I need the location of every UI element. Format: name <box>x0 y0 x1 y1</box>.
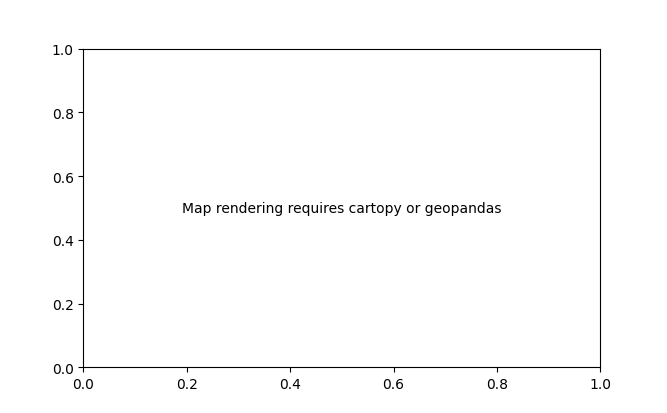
Text: Map rendering requires cartopy or geopandas: Map rendering requires cartopy or geopan… <box>182 202 502 216</box>
